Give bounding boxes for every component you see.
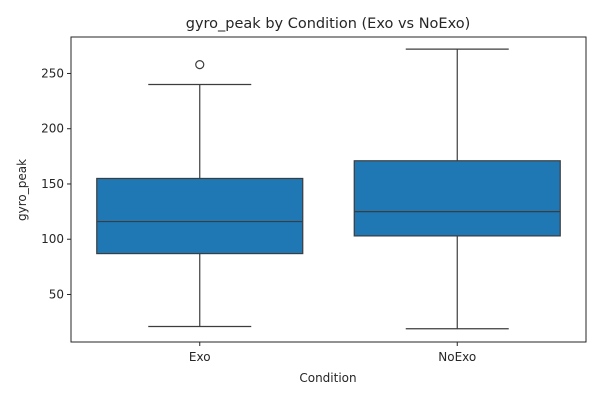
- y-tick-label-100: 100: [41, 232, 64, 246]
- box-iqr-exo: [96, 177, 304, 255]
- y-tick-label-150: 150: [41, 177, 64, 191]
- box-group-noexo: [353, 48, 561, 330]
- y-tick-label-200: 200: [41, 122, 64, 136]
- y-tick-label-50: 50: [49, 287, 64, 301]
- x-axis: Exo NoExo: [189, 342, 476, 364]
- chart-title: gyro_peak by Condition (Exo vs NoExo): [186, 16, 471, 32]
- box-group-exo: [96, 60, 304, 328]
- y-tick-label-250: 250: [41, 66, 64, 80]
- y-axis-label: gyro_peak: [15, 159, 29, 221]
- box-iqr-noexo: [353, 160, 561, 237]
- x-axis-label: Condition: [299, 371, 356, 385]
- outlier-point-exo-0: [195, 60, 205, 70]
- x-tick-label-exo: Exo: [189, 350, 211, 364]
- plot-frame: [70, 36, 587, 343]
- y-axis: 50 100 150 200 250: [41, 66, 71, 301]
- plot-area: [96, 48, 561, 330]
- x-tick-label-noexo: NoExo: [438, 350, 476, 364]
